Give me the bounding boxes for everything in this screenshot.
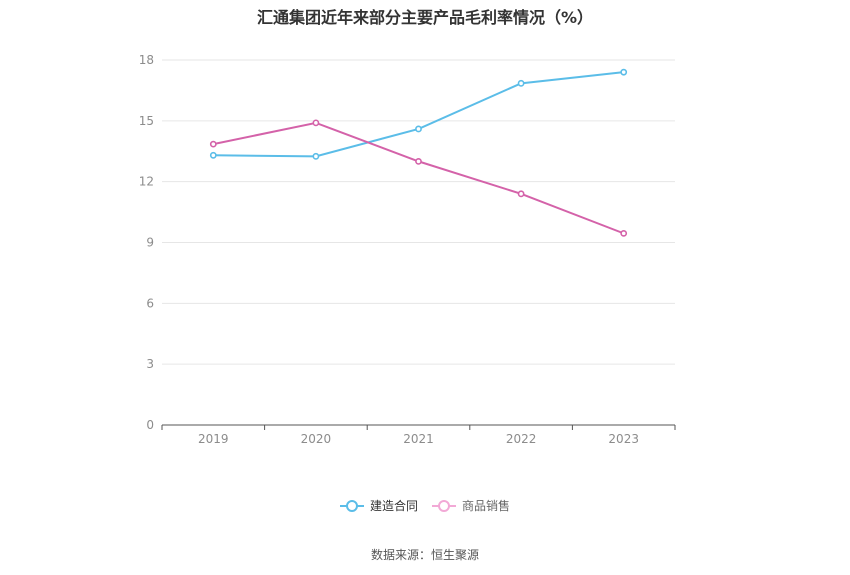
y-tick-label: 12 [139,175,154,189]
legend-marker-icon [432,499,456,513]
data-source: 数据来源：恒生聚源 [370,548,479,562]
y-tick-label: 18 [139,53,154,67]
tick-labels: 0 3 6 9 12 15 18 2019 2020 2021 2022 2023 [139,53,639,446]
y-tick-label: 0 [146,418,154,432]
x-tick-label: 2021 [403,432,434,446]
data-point-1-4 [620,229,628,237]
x-tick-label: 2022 [506,432,537,446]
data-point-0-0 [209,151,217,159]
legend-item-series-0[interactable]: 建造合同 [339,497,418,514]
legend-label: 建造合同 [369,499,418,513]
legend: 建造合同 商品销售 [0,497,850,514]
data-point-0-2 [415,125,422,133]
y-tick-label: 9 [146,236,154,250]
legend-item-series-1[interactable]: 商品销售 [432,497,510,514]
y-tick-label: 6 [146,296,154,310]
data-point-1-2 [415,157,422,165]
x-tick-label: 2019 [198,432,229,446]
data-point-0-4 [620,68,628,76]
data-point-1-0 [209,140,217,148]
axes [161,424,676,430]
grid-lines [162,59,675,365]
x-tick-label: 2023 [608,432,639,446]
chart-title: 汇通集团近年来部分主要产品毛利率情况（%） [256,8,594,27]
data-point-0-3 [517,79,525,87]
x-tick-label: 2020 [301,432,332,446]
data-point-1-1 [312,119,320,127]
y-tick-label: 3 [146,357,154,371]
data-point-0-1 [312,152,320,160]
series-line-0 [213,71,624,158]
legend-marker-icon [339,499,364,513]
series-line-1 [213,121,625,235]
y-tick-label: 15 [139,114,154,128]
legend-label: 商品销售 [462,499,511,513]
series-lines [209,68,628,237]
data-point-1-3 [517,190,525,198]
